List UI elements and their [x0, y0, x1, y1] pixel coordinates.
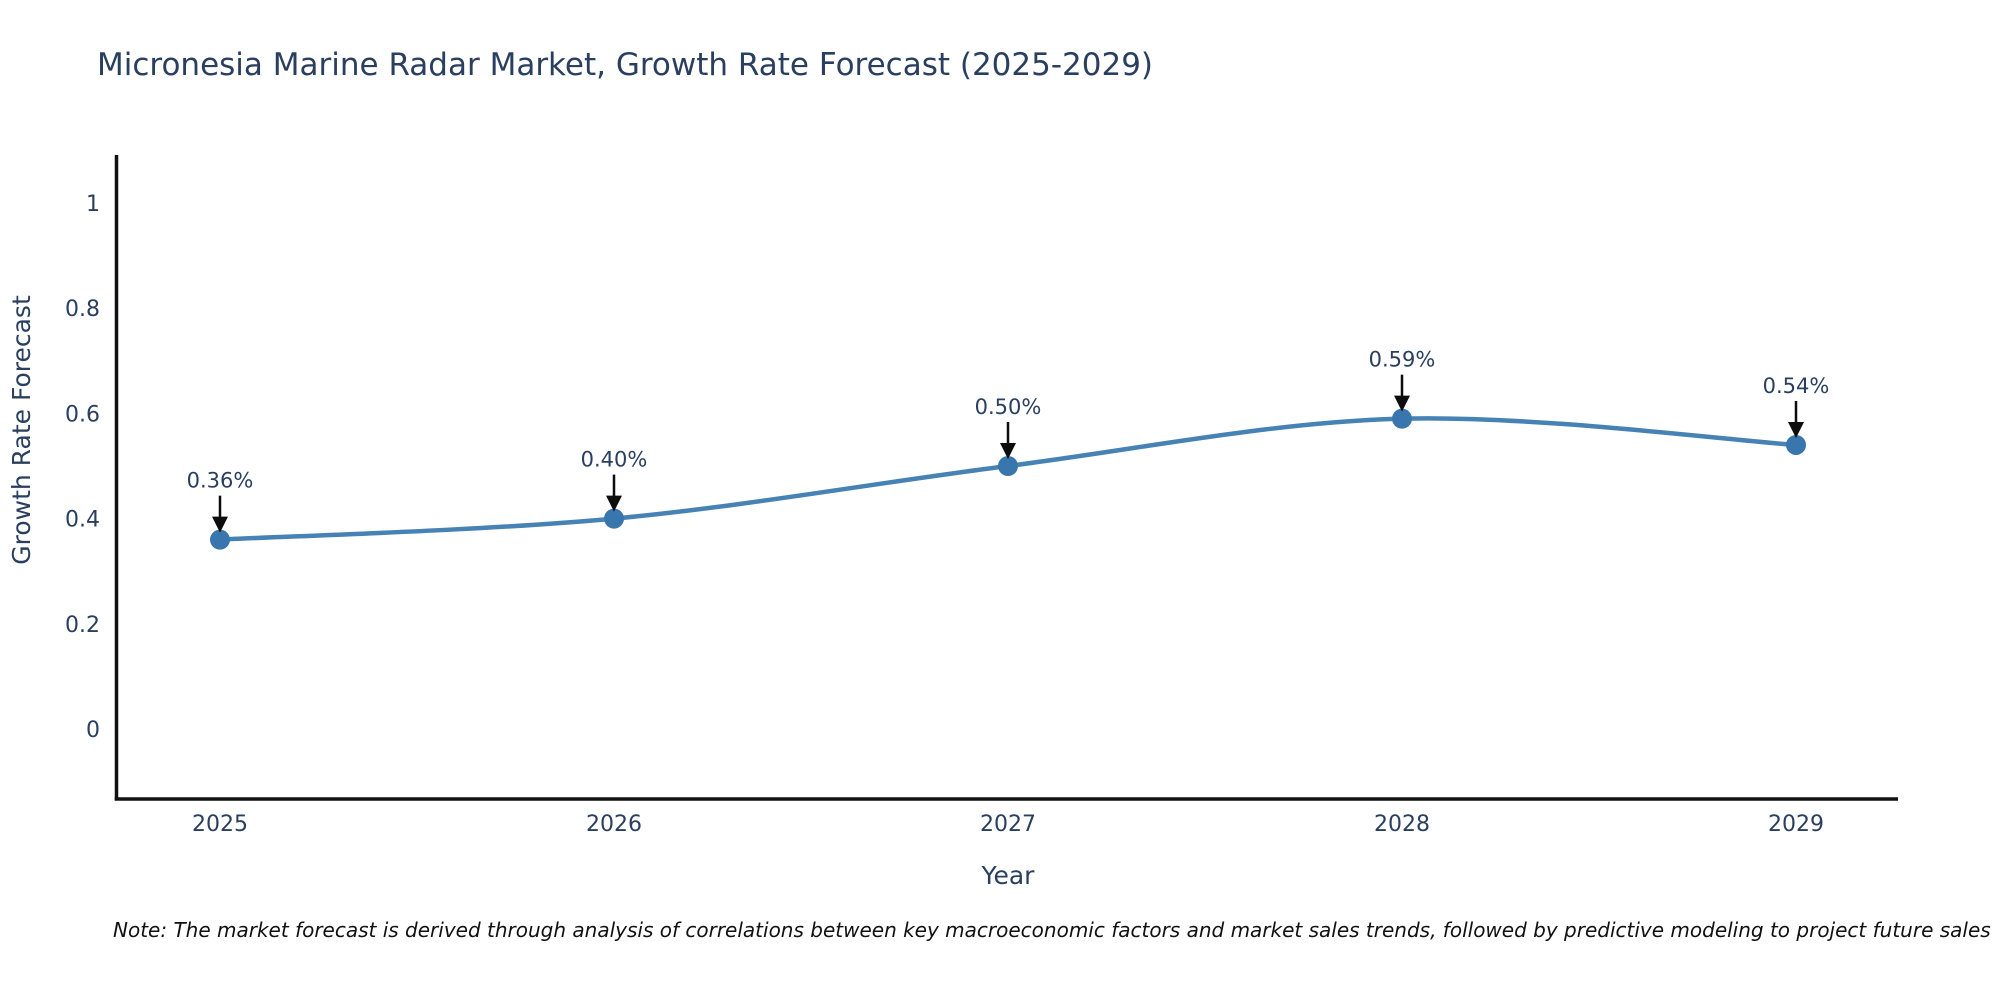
x-tick-2026: 2026 — [586, 812, 642, 837]
point-label-2027: 0.50% — [975, 395, 1042, 419]
annotation-arrowhead-icon — [1394, 395, 1410, 412]
y-tick-0.4: 0.4 — [65, 508, 100, 533]
y-axis-ticks: 0 0.2 0.4 0.6 0.8 1 — [65, 192, 100, 743]
y-tick-1: 1 — [86, 192, 100, 217]
annotation-arrowhead-icon — [212, 516, 228, 533]
annotation-arrowhead-icon — [1000, 443, 1016, 459]
point-label-2025: 0.36% — [187, 469, 254, 493]
point-label-2026: 0.40% — [581, 448, 648, 472]
y-axis-title: Growth Rate Forecast — [7, 295, 36, 565]
chart-title: Micronesia Marine Radar Market, Growth R… — [97, 47, 1154, 83]
y-tick-0.2: 0.2 — [65, 613, 100, 638]
annotation-arrowhead-icon — [1788, 421, 1804, 438]
data-point-marker-2026 — [604, 508, 624, 529]
x-tick-2027: 2027 — [980, 812, 1036, 837]
series-growth-rate — [210, 408, 1806, 550]
y-tick-0.6: 0.6 — [65, 402, 100, 427]
y-tick-0.8: 0.8 — [65, 297, 100, 322]
x-tick-2025: 2025 — [192, 812, 248, 837]
footnote: Note: The market forecast is derived thr… — [113, 918, 1991, 942]
point-label-2029: 0.54% — [1763, 374, 1830, 398]
point-label-2028: 0.59% — [1369, 348, 1436, 372]
annotation-arrowhead-icon — [606, 495, 622, 512]
x-axis-title: Year — [981, 861, 1036, 890]
x-tick-2029: 2029 — [1768, 812, 1824, 837]
x-tick-2028: 2028 — [1374, 812, 1430, 837]
data-point-marker-2025 — [210, 529, 230, 550]
data-point-marker-2027 — [998, 456, 1018, 476]
data-point-marker-2028 — [1392, 408, 1412, 429]
y-tick-0: 0 — [86, 718, 100, 743]
x-axis-ticks: 2025 2026 2027 2028 2029 — [192, 812, 1824, 837]
annotations: 0.36% 0.40% 0.50% 0.59% 0.54% — [187, 348, 1830, 533]
data-point-marker-2029 — [1786, 434, 1806, 455]
